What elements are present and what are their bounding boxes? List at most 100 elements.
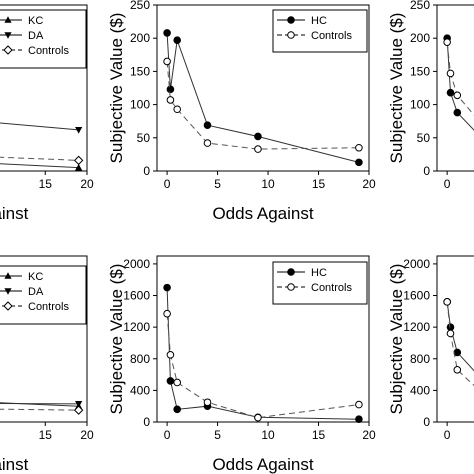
data-point — [163, 283, 171, 292]
legend-marker — [287, 31, 295, 39]
legend-label: HC — [311, 15, 327, 27]
data-point — [254, 132, 262, 141]
legend: KC DA Controls — [0, 9, 87, 69]
data-point — [166, 351, 175, 359]
legend-label: Controls — [28, 45, 69, 57]
data-point — [453, 91, 462, 100]
y-axis-title: Subjective Value ($) — [387, 13, 406, 164]
data-point — [443, 298, 451, 306]
x-tick-label: 15 — [312, 177, 326, 191]
series-line-HC — [166, 32, 360, 163]
data-point — [163, 29, 171, 37]
data-point — [73, 405, 84, 415]
data-point — [203, 121, 212, 129]
x-tick-label: 0 — [164, 428, 171, 442]
legend: HC Controls — [272, 9, 368, 53]
plot-frame — [0, 4, 88, 172]
legend-label: KC — [28, 15, 43, 27]
x-tick-label: 0 — [444, 428, 451, 442]
y-tick-label: 50 — [137, 131, 151, 145]
x-tick-label: 15 — [39, 177, 53, 191]
y-tick-label: 200 — [130, 31, 150, 45]
legend-marker — [287, 283, 295, 291]
data-point — [446, 69, 455, 78]
x-tick-label: 0 — [164, 177, 171, 191]
legend-label: Controls — [28, 301, 69, 313]
plot-area — [0, 401, 84, 415]
legend-marker — [3, 45, 13, 55]
data-point — [166, 96, 175, 104]
x-tick-label: 20 — [362, 428, 376, 442]
x-tick-label: 5 — [214, 428, 221, 442]
y-tick-label: 0 — [143, 415, 150, 429]
plot-area — [163, 29, 363, 167]
y-tick-label: 1600 — [403, 289, 430, 303]
data-point — [173, 405, 181, 414]
legend-marker — [3, 301, 13, 311]
legend-label: Controls — [311, 30, 352, 42]
plot-frame — [156, 4, 370, 172]
data-point — [254, 145, 262, 153]
y-tick-label: 0 — [423, 164, 430, 178]
x-axis-title: Against — [0, 455, 29, 474]
plot-area — [163, 283, 363, 424]
series-line-DA — [0, 403, 79, 405]
x-tick-label: 5 — [214, 177, 221, 191]
y-tick-label: 150 — [410, 64, 430, 78]
y-tick-label: 100 — [410, 98, 430, 112]
y-tick-label: 50 — [417, 131, 431, 145]
plot-area — [443, 34, 474, 131]
data-point — [163, 57, 171, 66]
data-point — [355, 400, 363, 409]
data-point — [453, 366, 462, 374]
legend-label: DA — [28, 286, 44, 298]
x-tick-label: 20 — [362, 177, 376, 191]
data-point — [75, 401, 83, 408]
data-point — [173, 36, 181, 44]
x-tick-label: 10 — [261, 428, 275, 442]
data-point — [355, 415, 363, 424]
data-point — [166, 85, 175, 94]
data-point — [75, 127, 83, 134]
legend-marker — [4, 272, 12, 279]
y-axis-title: Subjective Value ($) — [107, 264, 126, 415]
series-line-HC — [166, 287, 359, 420]
chart-panel-bottom-right: 050400800120016002000Subjective Value ($… — [387, 255, 474, 442]
series-line-series-1 — [446, 301, 474, 387]
legend-marker — [287, 268, 295, 276]
y-tick-label: 2000 — [403, 257, 430, 271]
y-tick-label: 400 — [410, 383, 430, 397]
x-tick-label: 15 — [312, 428, 326, 442]
x-tick-label: 20 — [80, 177, 94, 191]
plot-frame — [436, 255, 474, 423]
data-point — [446, 329, 455, 338]
y-axis-title: Subjective Value ($) — [387, 264, 406, 415]
legend-label: DA — [28, 30, 44, 42]
y-tick-label: 100 — [130, 98, 150, 112]
chart-panel-bottom-middle: 0 5 10 15 20 0 400 800 1200 1600 2000 Odds Against S… — [107, 255, 376, 474]
x-axis-title: Odds Against — [212, 455, 313, 474]
series-line-Controls — [166, 313, 359, 419]
data-point — [203, 139, 212, 147]
y-tick-label: 250 — [130, 0, 150, 12]
data-point — [453, 108, 462, 117]
data-point — [75, 163, 83, 171]
plot-frame — [156, 255, 370, 423]
data-point — [254, 413, 262, 422]
series-line-KC — [0, 163, 79, 169]
series-line-Controls — [0, 408, 79, 411]
data-point — [355, 143, 363, 152]
y-tick-label: 0 — [143, 164, 150, 178]
y-tick-label: 200 — [410, 31, 430, 45]
y-tick-label: 1200 — [123, 320, 150, 334]
data-point — [173, 378, 181, 387]
plot-area — [443, 298, 474, 387]
chart-panel-top-right: 05050100150200250Subjective Value ($) — [387, 0, 474, 191]
data-point — [443, 38, 451, 46]
data-point — [446, 88, 455, 97]
series-line-Controls — [0, 156, 79, 161]
legend: HC Controls — [272, 261, 368, 305]
x-tick-label: 15 — [39, 428, 53, 442]
